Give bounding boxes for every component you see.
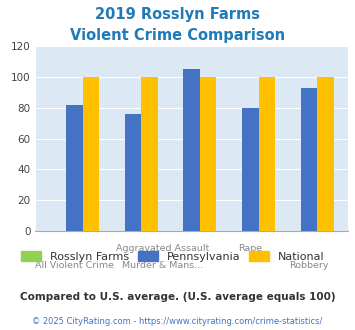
- Text: Robbery: Robbery: [289, 261, 329, 270]
- Bar: [301, 88, 317, 231]
- Bar: [184, 69, 200, 231]
- Text: 2019 Rosslyn Farms: 2019 Rosslyn Farms: [95, 7, 260, 21]
- Bar: [125, 114, 141, 231]
- Bar: [258, 77, 275, 231]
- Text: Compared to U.S. average. (U.S. average equals 100): Compared to U.S. average. (U.S. average …: [20, 292, 335, 302]
- Text: Aggravated Assault: Aggravated Assault: [116, 244, 209, 253]
- Legend: Rosslyn Farms, Pennsylvania, National: Rosslyn Farms, Pennsylvania, National: [16, 247, 329, 267]
- Bar: [242, 108, 258, 231]
- Text: © 2025 CityRating.com - https://www.cityrating.com/crime-statistics/: © 2025 CityRating.com - https://www.city…: [32, 317, 323, 326]
- Bar: [317, 77, 334, 231]
- Bar: [141, 77, 158, 231]
- Bar: [66, 105, 83, 231]
- Bar: [83, 77, 99, 231]
- Text: Rape: Rape: [238, 244, 262, 253]
- Text: All Violent Crime: All Violent Crime: [35, 261, 114, 270]
- Bar: [200, 77, 216, 231]
- Text: Violent Crime Comparison: Violent Crime Comparison: [70, 28, 285, 43]
- Text: Murder & Mans...: Murder & Mans...: [122, 261, 203, 270]
